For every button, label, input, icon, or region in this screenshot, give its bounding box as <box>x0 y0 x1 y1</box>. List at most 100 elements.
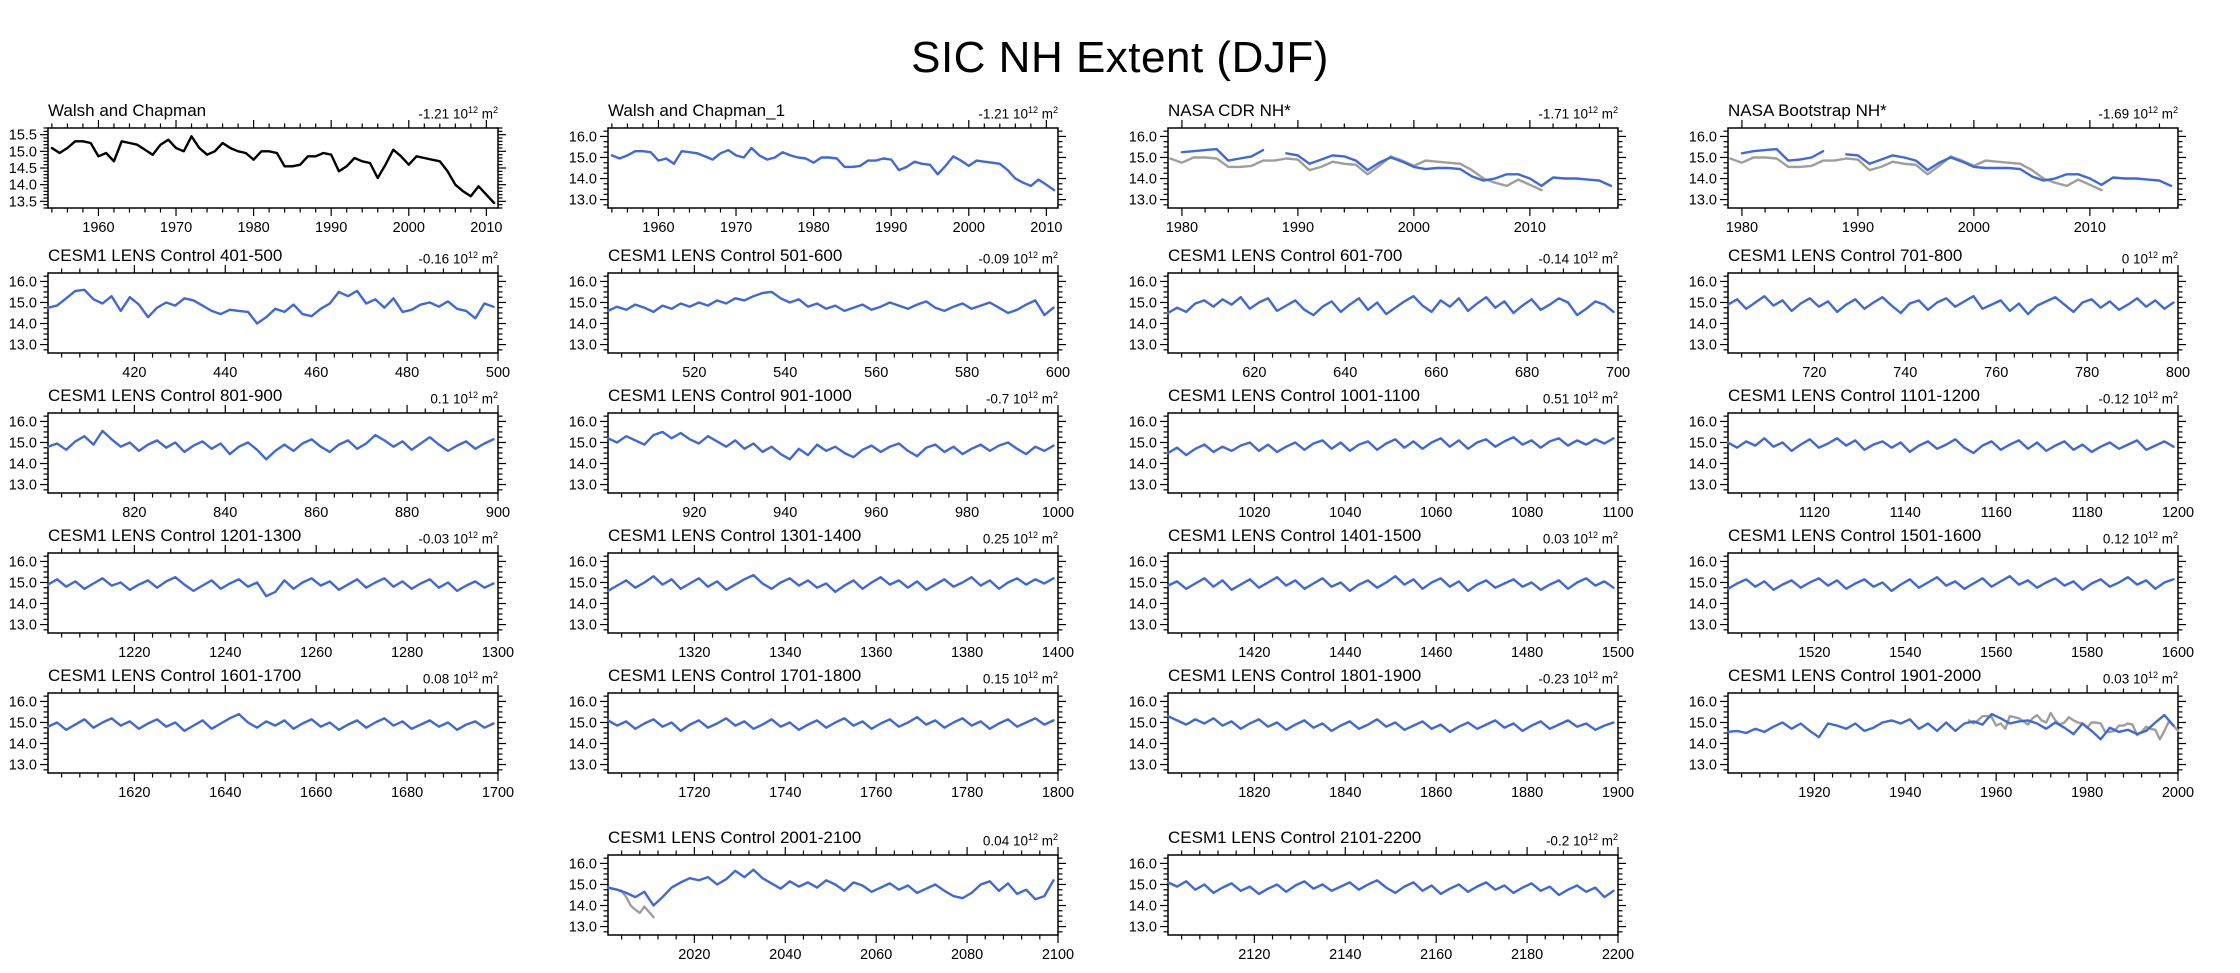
y-tick-label: 13.0 <box>1129 193 1157 209</box>
x-tick-label: 700 <box>1606 365 1630 381</box>
trend-exponent: 12 <box>1587 530 1598 540</box>
y-tick-label: 16.0 <box>569 274 597 290</box>
panel-title: CESM1 LENS Control 701-800 <box>1728 246 1963 265</box>
trend-value: -0.03 10 <box>418 531 468 547</box>
plot-frame <box>607 272 1059 354</box>
trend-unit: m <box>1037 833 1053 849</box>
x-tick-label: 2000 <box>2162 785 2194 801</box>
y-tick-label: 14.0 <box>1689 457 1717 473</box>
panel-plot: 420 440 460 480 500 13.0 14.0 15.0 16.0 <box>9 265 510 381</box>
x-tick-label: 480 <box>395 365 419 381</box>
panel-title: CESM1 LENS Control 1701-1800 <box>608 666 862 685</box>
trend-value: 0.51 10 <box>1542 391 1588 407</box>
x-tick-label: 2000 <box>1398 220 1430 236</box>
trend-value: 0.04 10 <box>982 833 1028 849</box>
panel-title: Walsh and Chapman_1 <box>608 101 786 120</box>
trend-unit-exponent: 2 <box>1052 390 1058 400</box>
series-cesm-control <box>1726 437 2175 455</box>
y-tick-label: 14.0 <box>1689 317 1717 333</box>
series-cesm-control <box>46 429 495 461</box>
series-cesm-control <box>46 712 495 733</box>
y-tick-label: 13.0 <box>9 618 37 634</box>
trend-unit-exponent: 2 <box>1052 250 1058 260</box>
x-tick-label: 1380 <box>951 645 983 661</box>
page-title: SIC NH Extent (DJF) <box>911 33 1329 83</box>
trend-unit-exponent: 2 <box>492 670 498 680</box>
x-tick-label: 1180 <box>2071 505 2102 521</box>
plot-frame <box>1167 552 1619 634</box>
x-tick-label: 2010 <box>1030 220 1062 236</box>
x-tick-label: 1960 <box>642 220 674 236</box>
x-tick-label: 920 <box>682 505 706 521</box>
series-cesm-control <box>1166 436 1615 457</box>
plot-frame <box>1167 854 1619 936</box>
y-tick-label: 16.0 <box>9 554 37 570</box>
series-cesm-control <box>606 868 1055 907</box>
x-tick-label: 2000 <box>1958 220 1990 236</box>
trend-unit: m <box>1597 106 1613 122</box>
panel-plot: 620 640 660 680 700 13.0 14.0 15.0 16.0 <box>1129 265 1630 381</box>
trend-unit: m <box>477 671 493 687</box>
trend-unit-exponent: 2 <box>1052 105 1058 115</box>
x-tick-label: 1020 <box>1238 505 1270 521</box>
x-tick-label: 1990 <box>315 220 347 236</box>
x-tick-label: 1140 <box>1890 505 1921 521</box>
chart-panel: CESM1 LENS Control 801-900 0.1 1012 m2 820… <box>0 381 560 531</box>
y-tick-label: 13.0 <box>1129 758 1157 774</box>
x-tick-label: 820 <box>122 505 146 521</box>
x-tick-label: 800 <box>2166 365 2190 381</box>
panel-trend: -1.71 1012 m2 <box>1538 105 1618 122</box>
y-tick-label: 14.0 <box>569 597 597 613</box>
x-tick-label: 980 <box>955 505 979 521</box>
y-tick-label: 13.0 <box>1129 478 1157 494</box>
y-tick-label: 14.0 <box>1129 737 1157 753</box>
panel-title: NASA CDR NH* <box>1168 101 1291 120</box>
chart-panel: CESM1 LENS Control 401-500 -0.16 1012 m2 4… <box>0 241 560 391</box>
trend-value: -1.69 10 <box>2098 106 2148 122</box>
trend-exponent: 12 <box>467 105 478 115</box>
series-walsh-1 <box>610 146 1056 192</box>
x-tick-label: 1400 <box>1042 645 1074 661</box>
trend-unit-exponent: 2 <box>492 250 498 260</box>
series-cesm-control <box>1726 295 2175 316</box>
trend-unit: m <box>2157 531 2173 547</box>
trend-unit: m <box>1597 531 1613 547</box>
panel-title: CESM1 LENS Control 601-700 <box>1168 246 1403 265</box>
x-tick-label: 1700 <box>482 785 514 801</box>
y-tick-label: 15.0 <box>569 150 597 166</box>
trend-unit: m <box>1037 671 1053 687</box>
series-cesm-control <box>1166 715 1615 734</box>
x-tick-label: 1740 <box>769 785 801 801</box>
chart-panel: CESM1 LENS Control 601-700 -0.14 1012 m2 6… <box>1120 241 1680 391</box>
x-tick-label: 460 <box>304 365 328 381</box>
y-tick-label: 15.0 <box>1689 435 1717 451</box>
y-tick-label: 16.0 <box>1129 856 1157 872</box>
panel-plot: 1820 1840 1860 1880 1900 13.0 14.0 15.0 16.0 <box>1129 685 1634 801</box>
chart-panel: Walsh and Chapman -1.21 1012 m2 1960 1970 19… <box>0 96 560 246</box>
trend-exponent: 12 <box>467 530 478 540</box>
chart-panel: NASA Bootstrap NH* -1.69 1012 m2 1980 1990 2… <box>1680 96 2240 246</box>
x-tick-label: 1970 <box>720 220 752 236</box>
x-tick-label: 860 <box>304 505 328 521</box>
chart-panel: CESM1 LENS Control 1401-1500 0.03 1012 m2… <box>1120 521 1680 671</box>
panel-title: CESM1 LENS Control 1101-1200 <box>1728 386 1980 405</box>
x-tick-label: 2180 <box>1511 947 1543 963</box>
trend-unit: m <box>2157 251 2173 267</box>
y-tick-label: 16.0 <box>1689 694 1717 710</box>
trend-exponent: 12 <box>2147 105 2158 115</box>
trend-unit-exponent: 2 <box>2172 250 2178 260</box>
y-tick-label: 13.0 <box>569 618 597 634</box>
x-tick-label: 2020 <box>678 947 710 963</box>
panel-plot: 1520 1540 1560 1580 1600 13.0 14.0 15.0 16.0 <box>1689 545 2194 661</box>
x-tick-label: 1880 <box>1511 785 1543 801</box>
trend-value: -0.09 10 <box>978 251 1028 267</box>
panel-trend: 0.15 1012 m2 <box>983 670 1058 687</box>
chart-panel: Walsh and Chapman_1 -1.21 1012 m2 1960 1970… <box>560 96 1120 246</box>
x-tick-label: 2010 <box>2074 220 2106 236</box>
panel-trend: -1.69 1012 m2 <box>2098 105 2178 122</box>
x-tick-label: 1990 <box>875 220 907 236</box>
series-cesm-control <box>1166 879 1615 899</box>
y-tick-label: 16.0 <box>9 414 37 430</box>
panel-plot: 1020 1040 1060 1080 1100 13.0 14.0 15.0 16.0 <box>1129 405 1634 521</box>
trend-unit-exponent: 2 <box>492 390 498 400</box>
